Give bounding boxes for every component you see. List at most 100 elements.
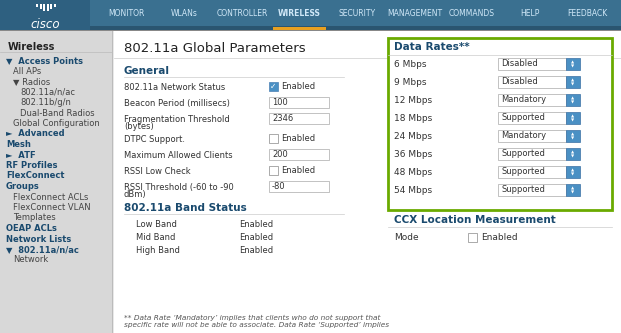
Text: Enabled: Enabled — [281, 166, 315, 175]
Text: HELP: HELP — [520, 9, 540, 18]
Text: ►  ATF: ► ATF — [6, 151, 35, 160]
Text: Wireless: Wireless — [8, 42, 55, 52]
Text: Network: Network — [13, 255, 48, 264]
Text: 12 Mbps: 12 Mbps — [394, 96, 432, 105]
Bar — [498, 166, 566, 178]
Text: Enabled: Enabled — [239, 233, 273, 242]
Text: DTPC Support.: DTPC Support. — [124, 135, 185, 144]
Bar — [0, 26, 621, 30]
Text: Mandatory: Mandatory — [501, 96, 546, 105]
Bar — [0, 30, 621, 31]
Text: -80: -80 — [272, 182, 286, 191]
Bar — [269, 181, 329, 192]
Bar — [498, 184, 566, 196]
Text: ▼: ▼ — [571, 64, 574, 68]
Text: ** Data Rate ‘Mandatory’ implies that clients who do not support that: ** Data Rate ‘Mandatory’ implies that cl… — [124, 315, 381, 321]
Bar — [43, 4, 45, 11]
Text: Supported: Supported — [501, 167, 545, 176]
Text: cisco: cisco — [30, 18, 60, 31]
Text: Enabled: Enabled — [239, 220, 273, 229]
Text: Mandatory: Mandatory — [501, 132, 546, 141]
Text: ▼: ▼ — [571, 172, 574, 176]
Bar — [498, 112, 566, 124]
Text: ▼: ▼ — [571, 136, 574, 140]
Bar — [498, 94, 566, 106]
Bar — [0, 0, 621, 30]
Text: ▲: ▲ — [571, 96, 574, 100]
Bar — [269, 134, 278, 143]
Bar — [566, 166, 580, 178]
Text: 100: 100 — [272, 98, 288, 107]
Text: Enabled: Enabled — [281, 134, 315, 143]
Text: 802.11a Network Status: 802.11a Network Status — [124, 83, 225, 92]
Text: 6 Mbps: 6 Mbps — [394, 60, 427, 69]
Text: Mode: Mode — [394, 233, 419, 242]
Text: ▼: ▼ — [571, 100, 574, 104]
Bar — [0, 0, 90, 30]
Text: 2346: 2346 — [272, 114, 293, 123]
Text: 802.11a Global Parameters: 802.11a Global Parameters — [124, 42, 306, 55]
Text: Templates: Templates — [13, 213, 56, 222]
Text: ▲: ▲ — [571, 186, 574, 190]
Bar — [269, 166, 278, 175]
Text: OEAP ACLs: OEAP ACLs — [6, 224, 57, 233]
Text: High Band: High Band — [136, 246, 180, 255]
Bar — [112, 31, 113, 333]
Text: Enabled: Enabled — [481, 233, 518, 242]
Bar — [566, 112, 580, 124]
Bar — [114, 31, 621, 333]
Text: 802.11b/g/n: 802.11b/g/n — [20, 98, 71, 107]
Bar — [566, 184, 580, 196]
Text: (bytes): (bytes) — [124, 122, 154, 131]
Bar — [498, 58, 566, 70]
Text: 18 Mbps: 18 Mbps — [394, 114, 432, 123]
Text: Mid Band: Mid Band — [136, 233, 175, 242]
Text: MONITOR: MONITOR — [109, 9, 145, 18]
Text: Fragmentation Threshold: Fragmentation Threshold — [124, 115, 230, 124]
Text: Beacon Period (millisecs): Beacon Period (millisecs) — [124, 99, 230, 108]
Text: ▲: ▲ — [571, 132, 574, 136]
Text: Dual-Band Radios: Dual-Band Radios — [20, 109, 94, 118]
Text: ▲: ▲ — [571, 60, 574, 64]
Bar — [0, 31, 112, 333]
Bar — [40, 4, 42, 9]
Bar — [47, 4, 48, 11]
Text: MANAGEMENT: MANAGEMENT — [387, 9, 442, 18]
Text: Maximum Allowed Clients: Maximum Allowed Clients — [124, 151, 233, 160]
Text: Groups: Groups — [6, 182, 40, 191]
Bar — [388, 38, 612, 210]
Text: 802.11a Band Status: 802.11a Band Status — [124, 203, 247, 213]
Bar — [498, 76, 566, 88]
Text: Low Band: Low Band — [136, 220, 177, 229]
Text: RSSI Threshold (-60 to -90: RSSI Threshold (-60 to -90 — [124, 183, 233, 192]
Bar — [498, 148, 566, 160]
Text: ▲: ▲ — [571, 168, 574, 172]
Text: RSSI Low Check: RSSI Low Check — [124, 167, 191, 176]
Text: Disabled: Disabled — [501, 60, 538, 69]
Text: CONTROLLER: CONTROLLER — [216, 9, 268, 18]
Bar — [36, 4, 38, 7]
Text: Mesh: Mesh — [6, 140, 31, 149]
Text: Enabled: Enabled — [281, 82, 315, 91]
Text: Enabled: Enabled — [239, 246, 273, 255]
Bar — [566, 130, 580, 142]
Bar — [566, 76, 580, 88]
Text: General: General — [124, 66, 170, 76]
Text: Network Lists: Network Lists — [6, 234, 71, 243]
Text: 36 Mbps: 36 Mbps — [394, 150, 432, 159]
Text: WIRELESS: WIRELESS — [278, 9, 321, 18]
Text: ▼  802.11a/n/ac: ▼ 802.11a/n/ac — [6, 245, 79, 254]
Bar — [269, 149, 329, 160]
Text: ▼: ▼ — [571, 82, 574, 86]
Bar — [269, 82, 278, 91]
Text: FlexConnect: FlexConnect — [6, 171, 65, 180]
Bar — [269, 97, 329, 108]
Text: specific rate will not be able to associate. Data Rate ‘Supported’ implies: specific rate will not be able to associ… — [124, 322, 389, 328]
Bar — [566, 148, 580, 160]
Bar — [498, 130, 566, 142]
Text: Disabled: Disabled — [501, 78, 538, 87]
Text: 54 Mbps: 54 Mbps — [394, 186, 432, 195]
Text: SECURITY: SECURITY — [338, 9, 376, 18]
Bar — [53, 4, 55, 7]
Text: 24 Mbps: 24 Mbps — [394, 132, 432, 141]
